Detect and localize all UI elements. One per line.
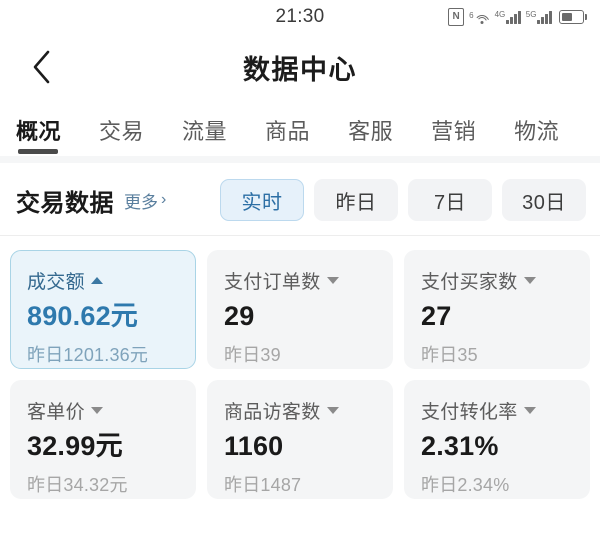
tab-label: 商品 bbox=[265, 119, 311, 144]
metric-value: 890.62元 bbox=[27, 301, 138, 331]
metric-header: 支付订单数 bbox=[224, 267, 376, 294]
range-filter-group: 实时 昨日 7日 30日 bbox=[220, 179, 586, 221]
metric-card-paying-buyers[interactable]: 支付买家数 27 昨日35 bbox=[404, 250, 590, 369]
trend-down-icon bbox=[523, 277, 536, 284]
tab-overview[interactable]: 概况 bbox=[16, 114, 61, 156]
tab-label: 流量 bbox=[182, 119, 228, 144]
metric-header: 成交额 bbox=[27, 267, 179, 294]
metric-header: 支付转化率 bbox=[421, 397, 573, 424]
tab-transactions[interactable]: 交易 bbox=[99, 114, 144, 156]
metric-label: 商品访客数 bbox=[224, 402, 321, 423]
nfc-icon: N bbox=[448, 8, 465, 26]
trend-down-icon bbox=[326, 407, 339, 414]
range-filter-7days[interactable]: 7日 bbox=[408, 179, 492, 221]
signal-5g-icon: 5G bbox=[526, 10, 552, 24]
metric-compare: 昨日1487 bbox=[224, 474, 302, 495]
metric-header: 商品访客数 bbox=[224, 397, 376, 424]
wifi-icon: 6 bbox=[469, 10, 491, 24]
more-label: 更多 bbox=[124, 192, 158, 212]
signal-bars-4g bbox=[506, 10, 521, 24]
range-filter-realtime[interactable]: 实时 bbox=[220, 179, 304, 221]
trend-down-icon bbox=[523, 407, 536, 414]
tab-bar: 概况 交易 流量 商品 客服 营销 物流 bbox=[0, 100, 600, 156]
network-4g-label: 4G bbox=[494, 10, 506, 19]
chevron-left-icon bbox=[33, 50, 50, 84]
tab-label: 交易 bbox=[99, 119, 145, 144]
metric-compare: 昨日1201.36元 bbox=[27, 344, 149, 365]
tab-label: 物流 bbox=[514, 119, 560, 144]
metrics-grid: 成交额 890.62元 昨日1201.36元 支付订单数 29 昨日39 支付买… bbox=[10, 250, 590, 499]
wifi-arc-glyph bbox=[474, 11, 491, 24]
metric-card-avg-order-value[interactable]: 客单价 32.99元 昨日34.32元 bbox=[10, 380, 196, 499]
tab-active-indicator bbox=[18, 149, 58, 154]
metric-label: 支付订单数 bbox=[224, 272, 321, 293]
battery-icon bbox=[559, 10, 587, 24]
section-divider bbox=[0, 235, 600, 236]
tab-label: 客服 bbox=[348, 119, 394, 144]
section-header: 交易数据 更多 › 实时 昨日 7日 30日 bbox=[0, 163, 600, 235]
metric-value: 1160 bbox=[224, 431, 284, 461]
signal-4g-icon: 4G bbox=[495, 10, 521, 24]
metric-label: 支付买家数 bbox=[421, 272, 518, 293]
network-5g-label: 5G bbox=[525, 10, 537, 19]
metric-value: 32.99元 bbox=[27, 431, 123, 461]
trend-down-icon bbox=[326, 277, 339, 284]
wifi-generation-label: 6 bbox=[469, 10, 474, 20]
chevron-right-icon: › bbox=[161, 191, 167, 208]
metric-label: 客单价 bbox=[27, 402, 85, 423]
tab-label: 概况 bbox=[16, 119, 62, 144]
metric-label: 支付转化率 bbox=[421, 402, 518, 423]
metric-card-product-visitors[interactable]: 商品访客数 1160 昨日1487 bbox=[207, 380, 393, 499]
more-link[interactable]: 更多 › bbox=[124, 188, 166, 213]
trend-up-icon bbox=[90, 277, 103, 284]
nav-header: 数据中心 bbox=[0, 34, 600, 100]
status-time: 21:30 bbox=[275, 6, 325, 27]
tab-traffic[interactable]: 流量 bbox=[182, 114, 227, 156]
tab-marketing[interactable]: 营销 bbox=[431, 114, 476, 156]
metric-value: 29 bbox=[224, 301, 255, 331]
range-filter-30days[interactable]: 30日 bbox=[502, 179, 586, 221]
metric-card-gmv[interactable]: 成交额 890.62元 昨日1201.36元 bbox=[10, 250, 196, 369]
status-icons: N 6 4G 5G bbox=[448, 8, 587, 26]
status-bar: 21:30 N 6 4G 5G bbox=[0, 0, 600, 34]
metric-header: 支付买家数 bbox=[421, 267, 573, 294]
metrics-area: 成交额 890.62元 昨日1201.36元 支付订单数 29 昨日39 支付买… bbox=[0, 236, 600, 499]
back-button[interactable] bbox=[22, 47, 62, 87]
tab-customer-service[interactable]: 客服 bbox=[348, 114, 393, 156]
metric-header: 客单价 bbox=[27, 397, 179, 424]
section-title: 交易数据 bbox=[16, 189, 114, 217]
range-filter-yesterday[interactable]: 昨日 bbox=[314, 179, 398, 221]
metric-compare: 昨日2.34% bbox=[421, 474, 510, 495]
tab-logistics[interactable]: 物流 bbox=[514, 114, 559, 156]
metric-compare: 昨日34.32元 bbox=[27, 474, 128, 495]
signal-bars-5g bbox=[537, 10, 552, 24]
tab-label: 营销 bbox=[431, 119, 477, 144]
metric-value: 2.31% bbox=[421, 431, 499, 461]
metric-compare: 昨日39 bbox=[224, 344, 281, 365]
metric-label: 成交额 bbox=[27, 272, 85, 293]
trend-down-icon bbox=[90, 407, 103, 414]
metric-compare: 昨日35 bbox=[421, 344, 478, 365]
tab-bar-divider bbox=[0, 156, 600, 163]
metric-value: 27 bbox=[421, 301, 452, 331]
metric-card-payment-conversion[interactable]: 支付转化率 2.31% 昨日2.34% bbox=[404, 380, 590, 499]
tab-products[interactable]: 商品 bbox=[265, 114, 310, 156]
metric-card-paid-orders[interactable]: 支付订单数 29 昨日39 bbox=[207, 250, 393, 369]
page-title: 数据中心 bbox=[243, 54, 357, 85]
